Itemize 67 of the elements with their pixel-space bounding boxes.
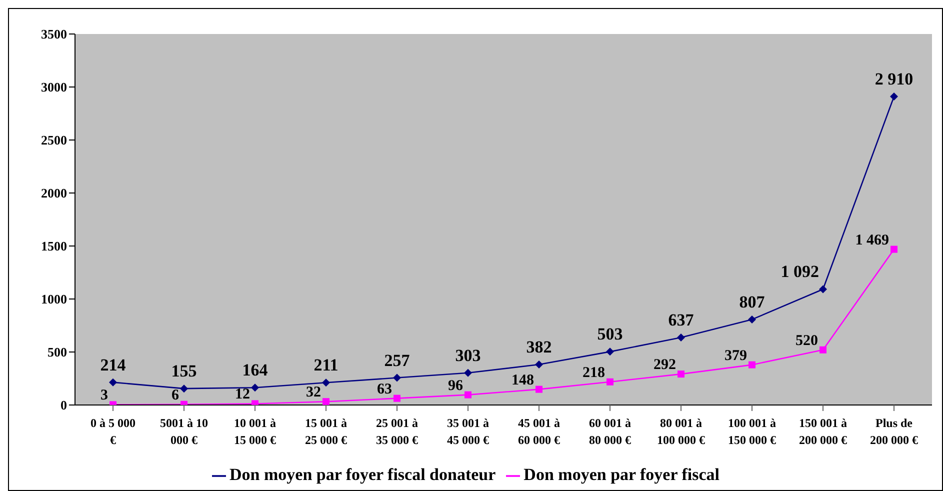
x-tick-label: 100 001 à 150 000 € xyxy=(728,416,776,447)
point xyxy=(394,394,400,402)
point xyxy=(606,378,614,386)
point xyxy=(677,333,685,342)
y-tick-label: 2000 xyxy=(41,186,67,201)
data-label: 32 xyxy=(306,384,321,401)
point xyxy=(748,315,756,324)
data-label: 218 xyxy=(582,364,605,381)
x-tick-label: 150 001 à 200 000 € xyxy=(799,416,847,447)
data-label: 12 xyxy=(235,386,250,403)
x-tick-label: Plus de 200 000 € xyxy=(870,416,918,447)
point xyxy=(393,374,401,382)
data-label: 382 xyxy=(526,338,552,357)
data-label: 2 910 xyxy=(874,70,914,89)
point xyxy=(748,361,756,368)
legend-label: Don moyen par foyer fiscal donateur xyxy=(230,465,496,484)
x-tick-label: 25 001 à 35 000 € xyxy=(376,416,418,447)
data-label: 164 xyxy=(242,360,268,380)
data-label: 503 xyxy=(597,324,623,344)
point xyxy=(322,378,330,387)
data-label: 292 xyxy=(654,357,676,374)
legend-label: Don moyen par foyer fiscal xyxy=(524,465,720,484)
data-label: 96 xyxy=(448,378,464,394)
data-label: 3 xyxy=(100,388,108,404)
point xyxy=(606,348,614,356)
x-tick-label: 0 à 5 000 € xyxy=(90,416,136,447)
y-tick-label: 0 xyxy=(60,398,67,413)
point xyxy=(464,391,472,398)
point xyxy=(322,398,330,405)
y-tick-label: 2500 xyxy=(41,132,67,148)
point xyxy=(890,246,898,253)
data-label: 379 xyxy=(724,348,747,364)
y-tick-label: 3000 xyxy=(41,80,67,95)
x-tick-label: 80 001 à 100 000 € xyxy=(657,416,705,447)
point xyxy=(180,384,188,393)
data-label: 155 xyxy=(171,362,197,381)
data-label: 211 xyxy=(314,356,338,375)
point xyxy=(109,378,117,386)
y-tick-label: 1500 xyxy=(41,238,67,254)
point xyxy=(535,360,543,369)
data-label: 637 xyxy=(668,310,694,330)
data-label: 257 xyxy=(384,350,410,370)
x-tick-label: 45 001 à 60 000 € xyxy=(518,416,560,447)
data-label: 148 xyxy=(512,372,534,388)
point xyxy=(819,285,827,294)
y-tick-label: 500 xyxy=(48,344,67,360)
point xyxy=(464,368,472,377)
point xyxy=(251,384,259,392)
data-label: 520 xyxy=(796,332,818,349)
x-tick-label: 15 001 à 25 000 € xyxy=(305,416,347,447)
data-label: 807 xyxy=(739,292,766,312)
data-label: 1 469 xyxy=(855,232,889,248)
data-label: 6 xyxy=(172,387,180,404)
data-label: 214 xyxy=(100,355,126,374)
y-tick-label: 1000 xyxy=(41,292,67,307)
point xyxy=(678,370,684,378)
y-tick-label: 3500 xyxy=(41,26,67,42)
data-label: 63 xyxy=(377,381,392,398)
point xyxy=(890,92,898,101)
data-label: 1 092 xyxy=(780,262,819,282)
point xyxy=(820,346,826,354)
x-tick-label: 60 001 à 80 000 € xyxy=(589,416,631,447)
x-tick-label: 35 001 à 45 000 € xyxy=(447,416,489,447)
data-label: 303 xyxy=(455,346,481,365)
point xyxy=(536,386,542,393)
x-tick-label: 10 001 à 15 000 € xyxy=(234,416,276,447)
x-tick-label: 5001 à 10 000 € xyxy=(160,416,208,447)
